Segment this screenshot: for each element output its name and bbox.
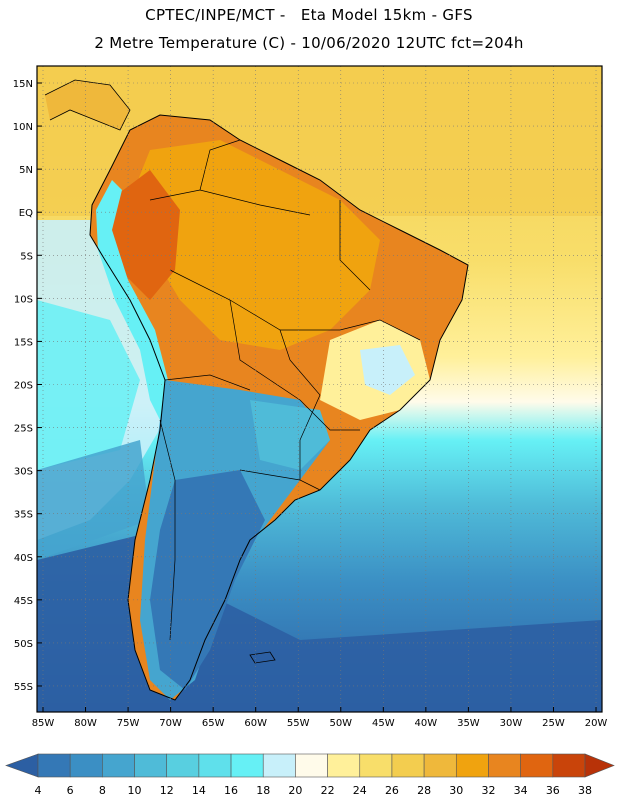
lat-tick-label: 5S — [20, 251, 33, 262]
colorbar-label: 24 — [353, 784, 367, 797]
lon-tick-label: 65W — [202, 718, 225, 729]
longitude-axis: 85W 80W 75W 70W 65W 60W 55W 50W 45W 40W 35W 30W 25W 2… — [32, 707, 608, 729]
temperature-map: 15N 10N 5N EQ 5S 10S 15S 20S 25S 30S 35S 40S 45S 50S 5… — [13, 65, 608, 729]
colorbar-label: 26 — [385, 784, 399, 797]
colorbar-bin — [37, 753, 71, 778]
highlands-cool-patch — [360, 345, 415, 395]
colorbar-label: 36 — [546, 784, 560, 797]
colorbar-bin — [391, 753, 425, 778]
lon-tick-label: 35W — [457, 718, 480, 729]
colorbar-label: 34 — [514, 784, 528, 797]
coastline — [89, 114, 469, 701]
colorbar-left-arrow — [5, 753, 39, 778]
colorbar-bin — [134, 753, 168, 778]
lon-tick-label: 55W — [287, 718, 310, 729]
amazon-warm-zone — [130, 140, 380, 350]
colorbar-bin — [327, 753, 361, 778]
andes-cool-stripe — [96, 180, 168, 420]
colorbar-label: 28 — [417, 784, 431, 797]
lon-tick-label: 50W — [329, 718, 352, 729]
colorbar-bin — [520, 753, 554, 778]
map-field — [37, 66, 602, 712]
lon-tick-label: 80W — [74, 718, 97, 729]
lon-tick-label: 60W — [244, 718, 267, 729]
pacific-cyan-zone — [37, 300, 140, 470]
lon-tick-label: 30W — [500, 718, 523, 729]
lon-tick-label: 75W — [117, 718, 140, 729]
colorbar-bin — [359, 753, 393, 778]
lon-tick-label: 45W — [372, 718, 395, 729]
colorbar-bin — [295, 753, 328, 778]
lon-tick-label: 40W — [415, 718, 438, 729]
lat-tick-label: 15N — [13, 79, 33, 90]
colorbar-label: 16 — [224, 784, 238, 797]
pacific-mid-zone — [37, 440, 150, 560]
colorbar-label: 10 — [128, 784, 142, 797]
colorbar-bin — [262, 753, 296, 778]
colorbar-label: 20 — [288, 784, 302, 797]
colorbar-label: 8 — [99, 784, 106, 797]
colorbar-bin — [552, 753, 586, 778]
map-title-line1: CPTEC/INPE/MCT - Eta Model 15km - GFS — [145, 6, 473, 24]
colorbar-label: 6 — [67, 784, 74, 797]
lat-tick-label: 55S — [14, 682, 33, 693]
lat-tick-label: 30S — [14, 467, 33, 478]
colorbar-label: 22 — [321, 784, 335, 797]
colorbar-label: 14 — [192, 784, 206, 797]
colorbar-label: 4 — [35, 784, 42, 797]
colorbar-right-arrow — [584, 753, 615, 778]
lat-tick-label: 45S — [14, 596, 33, 607]
patagonia-field — [150, 470, 265, 690]
colorbar-label: 32 — [481, 784, 495, 797]
colorbar-bin — [230, 753, 264, 778]
lon-tick-label: 20W — [585, 718, 608, 729]
lat-tick-label: 10S — [14, 294, 33, 305]
central-america-coast — [44, 79, 131, 131]
country-borders — [149, 139, 421, 641]
falklands — [249, 651, 276, 664]
map-title-line2: 2 Metre Temperature (C) - 10/06/2020 12U… — [94, 34, 524, 52]
lat-tick-label: 10N — [13, 122, 33, 133]
colorbar-label: 30 — [449, 784, 463, 797]
lat-tick-label: 50S — [14, 639, 33, 650]
lat-tick-label: EQ — [19, 208, 33, 219]
lat-tick-label: 15S — [14, 337, 33, 348]
lat-tick-label: 25S — [14, 424, 33, 435]
colorbar-bin — [102, 753, 135, 778]
lat-tick-label: 35S — [14, 510, 33, 521]
latitude-axis: 15N 10N 5N EQ 5S 10S 15S 20S 25S 30S 35S 40S 45S 50S 5… — [13, 79, 42, 693]
colorbar-bin — [423, 753, 457, 778]
colorbar-label: 12 — [160, 784, 174, 797]
lat-tick-label: 5N — [19, 165, 33, 176]
lon-tick-label: 85W — [32, 718, 55, 729]
colorbar-bin — [455, 753, 489, 778]
colorbar-bin — [198, 753, 232, 778]
lat-tick-label: 40S — [14, 553, 33, 564]
lon-tick-label: 25W — [542, 718, 565, 729]
colorbar-label: 18 — [256, 784, 270, 797]
map-frame — [36, 65, 603, 713]
lon-tick-label: 70W — [159, 718, 182, 729]
colorbar-label: 38 — [578, 784, 592, 797]
colorbar: 4 6 8 10 12 14 16 18 20 22 24 26 28 30 32 34 36 38 — [5, 753, 615, 797]
colorbar-bin — [69, 753, 103, 778]
colorbar-bin — [166, 753, 200, 778]
lat-tick-label: 20S — [14, 380, 33, 391]
colorbar-bin — [488, 753, 521, 778]
central-america-field — [45, 80, 130, 130]
